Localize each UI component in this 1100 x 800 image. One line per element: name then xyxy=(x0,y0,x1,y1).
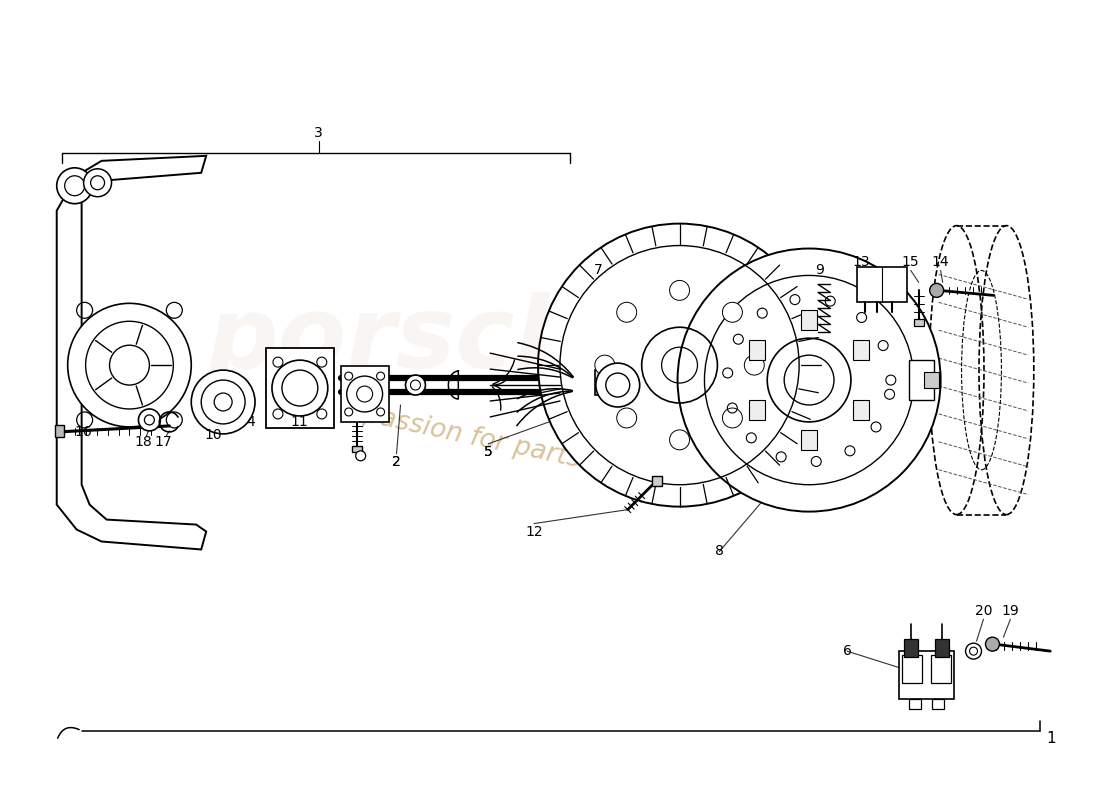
Bar xyxy=(801,430,817,450)
Circle shape xyxy=(617,408,637,428)
Bar xyxy=(749,400,766,420)
Text: porsche: porsche xyxy=(207,292,654,389)
Text: 20: 20 xyxy=(975,604,992,618)
Bar xyxy=(651,476,661,486)
Circle shape xyxy=(68,303,191,427)
Circle shape xyxy=(595,355,615,375)
Circle shape xyxy=(930,283,944,298)
Bar xyxy=(595,370,608,395)
Bar xyxy=(935,639,948,657)
Text: 4: 4 xyxy=(246,415,255,429)
Circle shape xyxy=(745,355,764,375)
Circle shape xyxy=(57,168,92,204)
Circle shape xyxy=(355,451,365,461)
Text: 3: 3 xyxy=(315,126,323,140)
Bar xyxy=(266,348,333,428)
Text: 9: 9 xyxy=(815,263,824,278)
Text: 7: 7 xyxy=(594,263,602,278)
Bar xyxy=(749,340,766,360)
Bar xyxy=(852,400,869,420)
Bar xyxy=(909,699,921,709)
Text: 8: 8 xyxy=(715,545,724,558)
Circle shape xyxy=(670,281,690,300)
Bar xyxy=(857,267,906,302)
Text: 5: 5 xyxy=(484,445,493,459)
Circle shape xyxy=(670,430,690,450)
Circle shape xyxy=(84,169,111,197)
Circle shape xyxy=(596,363,640,407)
Bar xyxy=(55,425,64,437)
Bar xyxy=(852,340,869,360)
Circle shape xyxy=(346,376,383,412)
Bar xyxy=(932,699,944,709)
Polygon shape xyxy=(57,156,206,550)
Circle shape xyxy=(139,409,161,431)
Text: 2: 2 xyxy=(393,454,400,469)
Circle shape xyxy=(86,322,174,409)
Circle shape xyxy=(617,302,637,322)
Circle shape xyxy=(723,408,743,428)
Bar xyxy=(352,446,362,452)
Bar xyxy=(341,366,388,422)
Text: 2: 2 xyxy=(393,454,400,469)
Bar xyxy=(909,360,934,400)
Circle shape xyxy=(986,637,1000,651)
Circle shape xyxy=(272,360,328,416)
Text: 19: 19 xyxy=(1001,604,1020,618)
Text: 17: 17 xyxy=(154,435,173,449)
Circle shape xyxy=(678,249,940,512)
Bar xyxy=(902,655,922,683)
Text: 5: 5 xyxy=(484,445,493,459)
Text: 16: 16 xyxy=(75,425,92,439)
Text: 10: 10 xyxy=(205,428,222,442)
Text: 1: 1 xyxy=(1046,731,1056,746)
Bar xyxy=(899,651,954,699)
Bar xyxy=(904,639,917,657)
Circle shape xyxy=(191,370,255,434)
Circle shape xyxy=(406,375,426,395)
Text: a passion for parts: a passion for parts xyxy=(338,397,583,473)
Bar xyxy=(914,319,924,326)
Circle shape xyxy=(538,224,821,506)
Text: 12: 12 xyxy=(525,525,543,538)
Text: 13: 13 xyxy=(852,255,870,270)
Bar xyxy=(801,310,817,330)
Text: 15: 15 xyxy=(902,255,920,270)
Bar xyxy=(924,372,938,388)
Text: 6: 6 xyxy=(843,644,851,658)
Text: 18: 18 xyxy=(134,435,152,449)
Bar xyxy=(931,655,950,683)
Circle shape xyxy=(966,643,981,659)
Circle shape xyxy=(723,302,743,322)
Text: 11: 11 xyxy=(290,415,308,429)
Text: 14: 14 xyxy=(932,255,949,270)
